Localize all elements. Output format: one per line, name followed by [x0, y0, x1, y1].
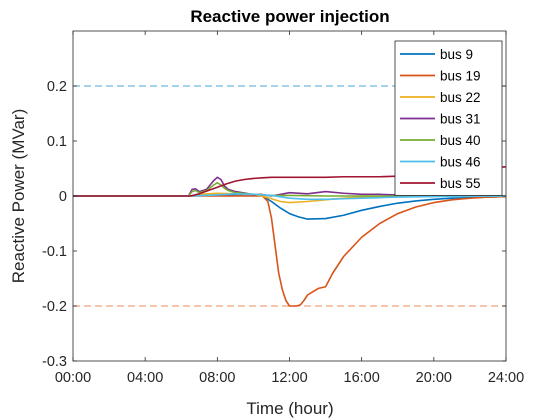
y-tick-label: -0.3 [42, 354, 67, 370]
x-tick-label: 08:00 [199, 370, 235, 386]
x-tick-label: 04:00 [127, 370, 163, 386]
y-tick-label: 0.1 [47, 134, 67, 150]
limit-lines [73, 85, 506, 307]
ticks: 00:00 04:00 08:00 12:00 16:00 20:00 24:00 -0.3 -… [42, 31, 524, 386]
legend: bus 9 bus 19 bus 22 bus 31 bus 40 bus 46 bus 5… [394, 40, 503, 196]
legend-label: bus 9 [440, 47, 473, 62]
legend-label: bus 46 [440, 155, 481, 170]
y-tick-label: 0.2 [47, 79, 67, 95]
series-line-bus-22 [73, 192, 506, 204]
y-tick-label: -0.1 [42, 244, 67, 260]
chart-title: Reactive power injection [190, 7, 389, 26]
y-tick-label: -0.2 [42, 299, 67, 315]
legend-label: bus 55 [440, 176, 481, 191]
y-axis-label: Reactive Power (MVar) [9, 109, 28, 283]
x-tick-label: 20:00 [416, 370, 452, 386]
x-tick-label: 00:00 [55, 370, 91, 386]
series-line-bus-19 [73, 195, 507, 307]
legend-label: bus 22 [440, 90, 481, 105]
legend-label: bus 19 [440, 69, 481, 84]
x-tick-label: 12:00 [271, 370, 307, 386]
x-tick-label: 16:00 [344, 370, 380, 386]
legend-label: bus 40 [440, 133, 481, 148]
x-axis-label: Time (hour) [246, 399, 333, 418]
series-line-bus-40 [73, 182, 506, 197]
series-line-bus-46 [73, 193, 507, 201]
y-tick-label: 0 [59, 189, 67, 205]
legend-label: bus 31 [440, 112, 481, 127]
x-tick-label: 24:00 [488, 370, 524, 386]
